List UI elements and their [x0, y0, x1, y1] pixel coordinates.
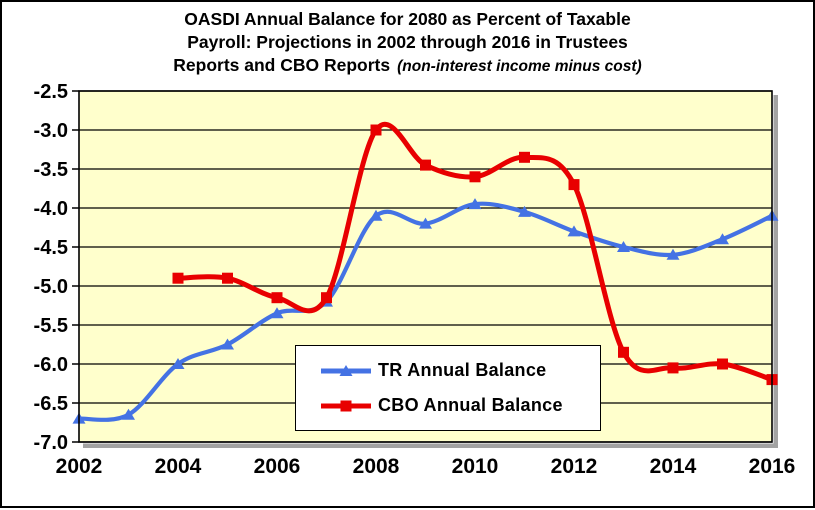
- tr-line-marker-icon: [320, 363, 372, 379]
- chart-title-line2: Payroll: Projections in 2002 through 201…: [2, 31, 813, 54]
- chart-subtitle: (non-interest income minus cost): [397, 58, 642, 75]
- legend-item-tr: TR Annual Balance: [320, 360, 600, 381]
- cbo-annual-balance-data-point-marker: [618, 347, 629, 358]
- cbo-line-marker-icon: [320, 398, 372, 414]
- legend-label-cbo: CBO Annual Balance: [378, 395, 563, 416]
- y-tick-label: -3.5: [34, 159, 68, 181]
- legend-item-cbo: CBO Annual Balance: [320, 395, 600, 416]
- chart-title-line1: OASDI Annual Balance for 2080 as Percent…: [2, 8, 813, 31]
- cbo-annual-balance-data-point-marker: [420, 160, 431, 171]
- cbo-annual-balance-data-point-marker: [717, 359, 728, 370]
- x-tick-label: 2016: [749, 455, 796, 478]
- x-tick-label: 2010: [452, 455, 499, 478]
- plot-shadow-right: [774, 95, 779, 448]
- y-tick-label: -5.5: [34, 315, 68, 337]
- y-tick-label: -4.5: [34, 237, 68, 259]
- cbo-annual-balance-data-point-marker: [569, 179, 580, 190]
- legend: TR Annual Balance CBO Annual Balance: [295, 345, 601, 431]
- cbo-annual-balance-data-point-marker: [272, 292, 283, 303]
- cbo-annual-balance-data-point-marker: [519, 152, 530, 163]
- chart-title-line3-main: Reports and CBO Reports: [173, 55, 390, 75]
- y-tick-label: -7.0: [34, 432, 68, 454]
- x-tick-label: 2004: [155, 455, 202, 478]
- cbo-annual-balance-data-point-marker: [321, 292, 332, 303]
- x-tick-label: 2006: [254, 455, 301, 478]
- cbo-annual-balance-data-point-marker: [173, 273, 184, 284]
- x-tick-label: 2008: [353, 455, 400, 478]
- chart-title: OASDI Annual Balance for 2080 as Percent…: [2, 8, 813, 78]
- chart-title-line3: Reports and CBO Reports (non-interest inc…: [2, 54, 813, 78]
- cbo-annual-balance-data-point-marker: [668, 362, 679, 373]
- x-tick-label: 2002: [56, 455, 103, 478]
- y-tick-label: -3.0: [34, 120, 68, 142]
- x-tick-label: 2014: [650, 455, 697, 478]
- cbo-annual-balance-data-point-marker: [371, 125, 382, 136]
- y-tick-label: -6.5: [34, 393, 68, 415]
- y-tick-label: -2.5: [34, 81, 68, 103]
- legend-label-tr: TR Annual Balance: [378, 360, 546, 381]
- y-tick-label: -4.0: [34, 198, 68, 220]
- plot-shadow-bottom: [83, 444, 778, 449]
- cbo-annual-balance-data-point-marker: [470, 171, 481, 182]
- cbo-annual-balance-data-point-marker: [222, 273, 233, 284]
- y-tick-label: -6.0: [34, 354, 68, 376]
- x-tick-label: 2012: [551, 455, 598, 478]
- y-tick-label: -5.0: [34, 276, 68, 298]
